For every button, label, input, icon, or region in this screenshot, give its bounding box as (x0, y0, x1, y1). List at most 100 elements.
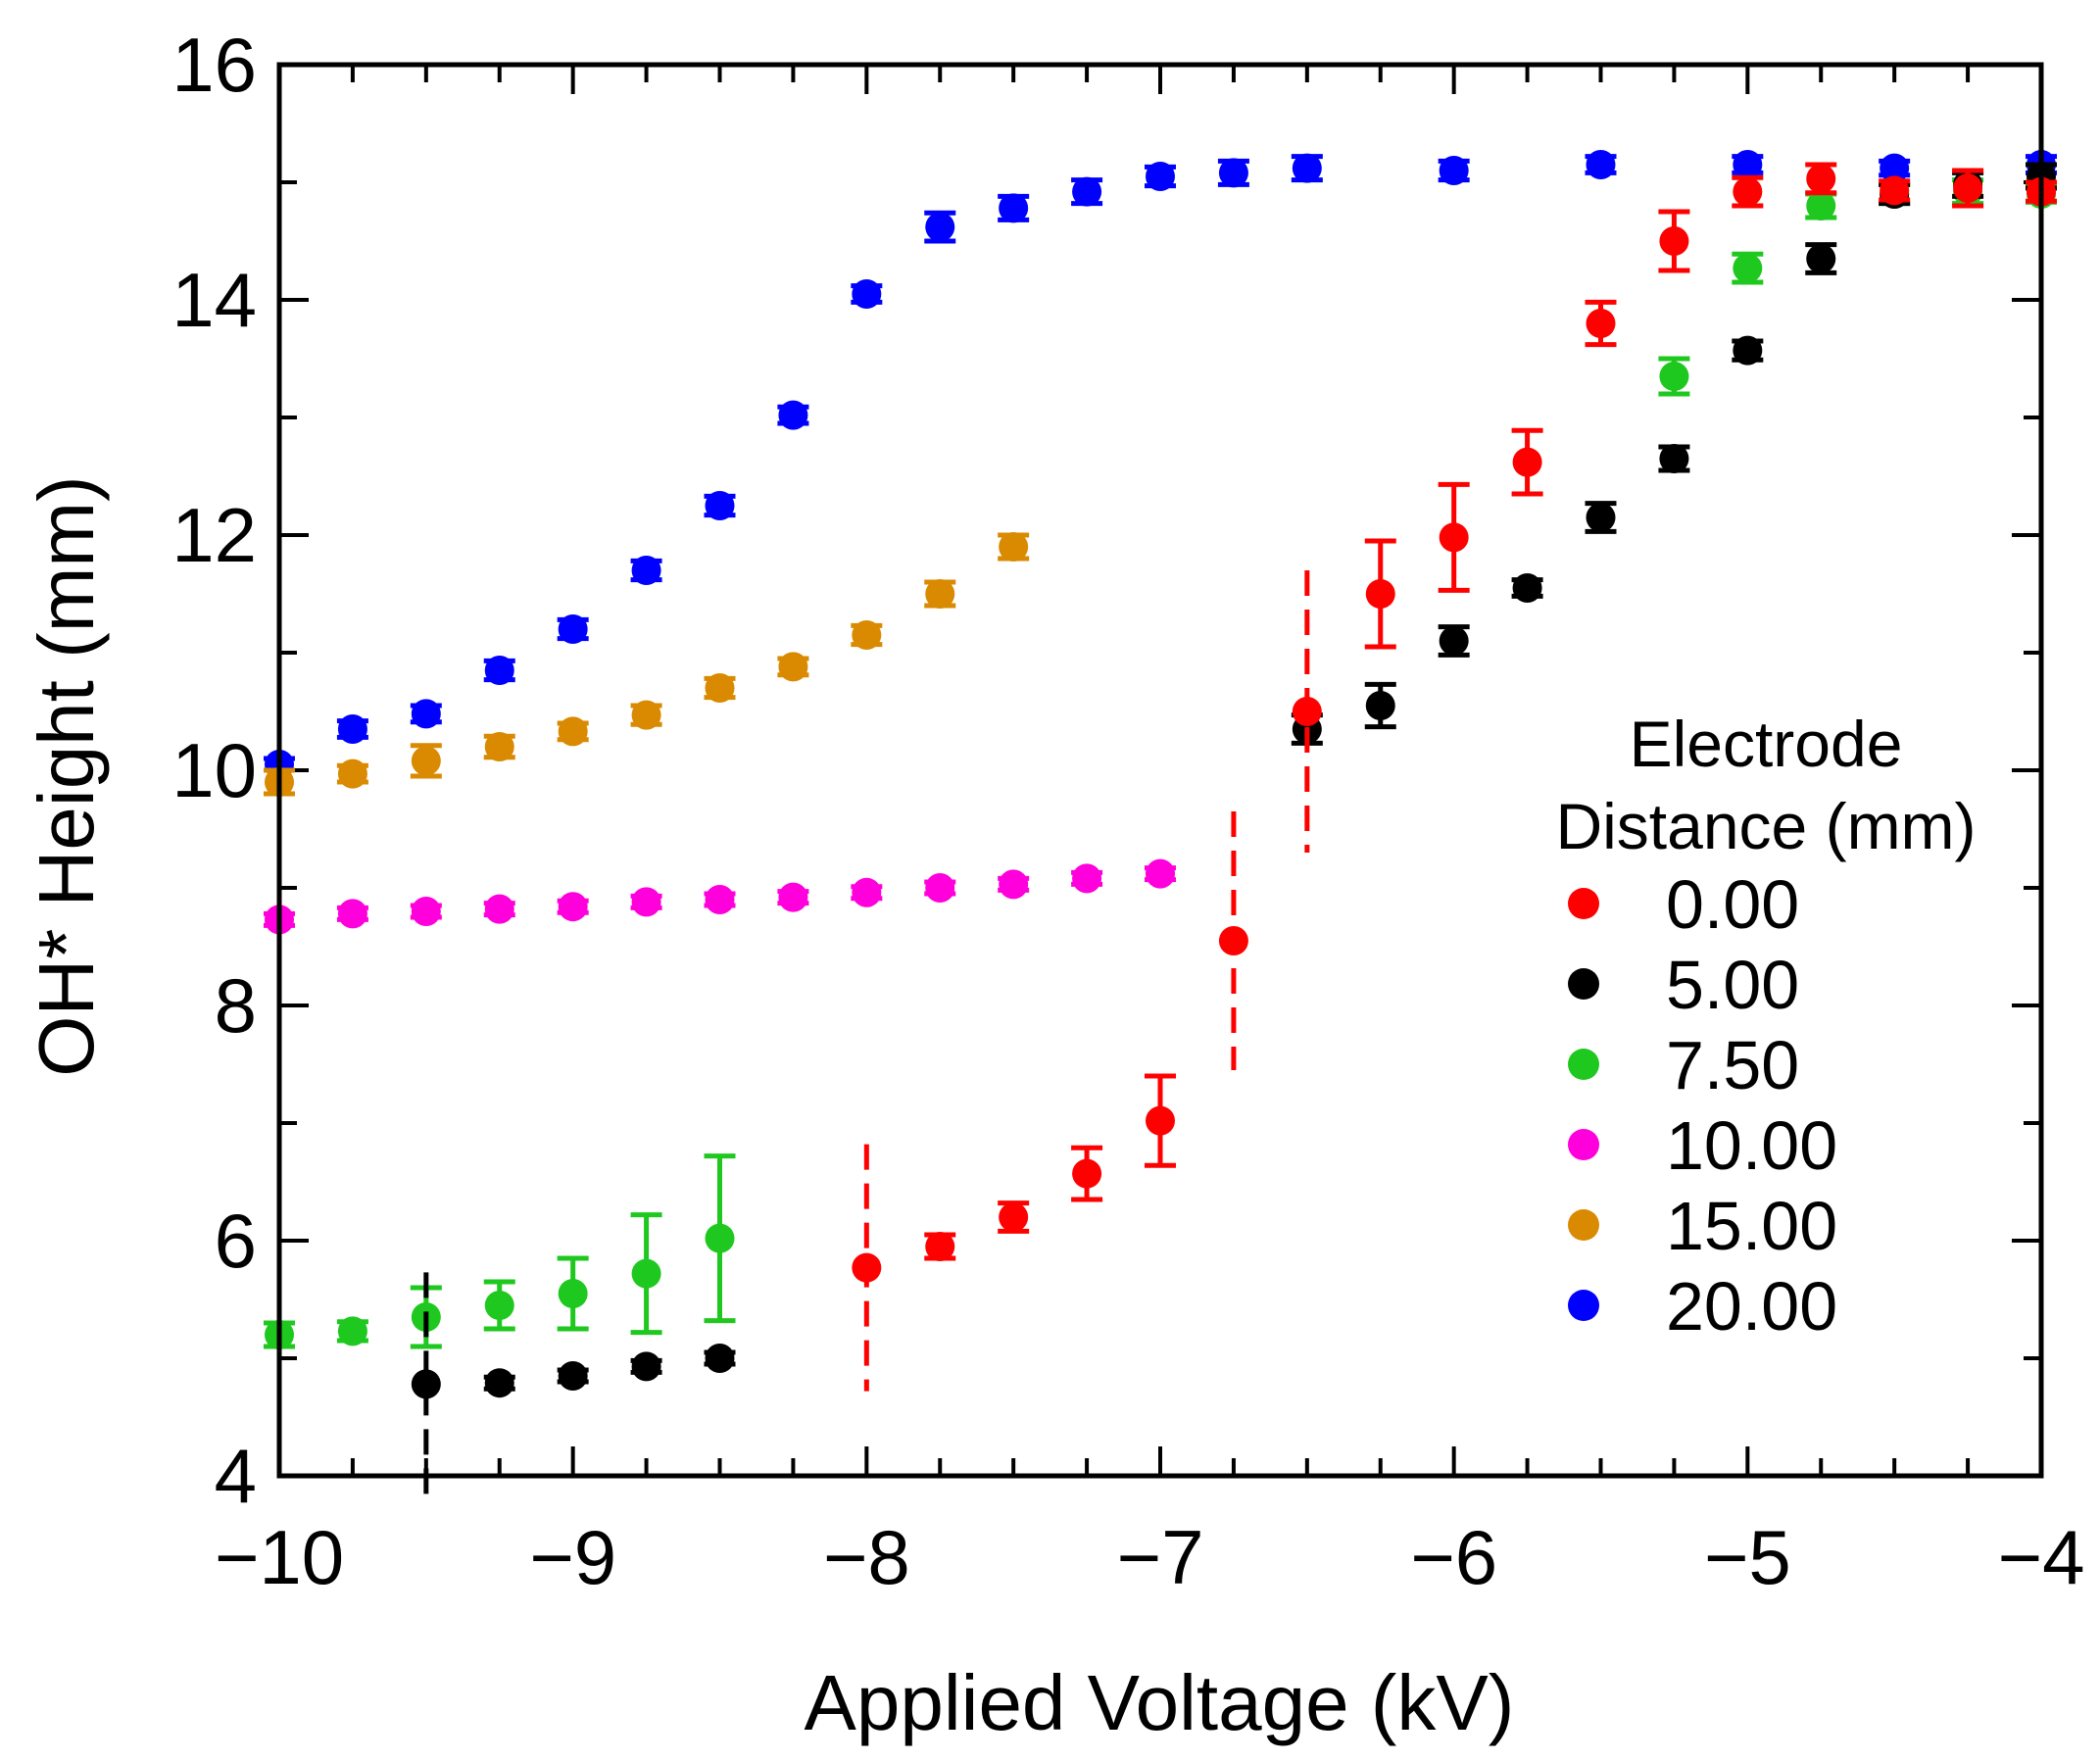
x-tick-label: −5 (1704, 1514, 1791, 1600)
data-point (631, 556, 661, 585)
series-0.00 (852, 162, 2057, 1392)
data-point (337, 759, 367, 789)
legend-label: 7.50 (1666, 1027, 1799, 1103)
x-tick-label: −8 (823, 1514, 910, 1600)
data-point (1733, 176, 1763, 207)
data-point (484, 894, 514, 924)
data-point (484, 1291, 514, 1320)
x-tick-label: −6 (1410, 1514, 1497, 1600)
data-point (411, 897, 441, 926)
data-point (999, 869, 1029, 900)
data-point (925, 212, 955, 242)
legend-item: 7.50 (1568, 1027, 1799, 1103)
data-point (1146, 162, 1175, 191)
data-point (484, 656, 514, 685)
data-point (558, 892, 588, 922)
data-point (852, 1252, 882, 1283)
x-tick-label: −4 (1998, 1514, 2085, 1600)
data-point (925, 873, 955, 903)
data-point (1512, 573, 1542, 603)
data-point (631, 700, 661, 730)
legend-label: 20.00 (1666, 1268, 1837, 1345)
legend-marker (1568, 968, 1599, 1000)
y-tick-label: 4 (215, 1433, 257, 1519)
legend-marker (1568, 888, 1599, 919)
data-point (1880, 175, 1910, 206)
data-point (1733, 150, 1763, 179)
data-point (1953, 173, 1983, 203)
data-point (778, 400, 808, 430)
y-tick-label: 6 (215, 1198, 257, 1284)
data-point (1439, 156, 1469, 185)
data-point (1659, 226, 1689, 256)
data-point (1586, 150, 1616, 179)
data-point (1146, 858, 1175, 889)
data-point (631, 1351, 661, 1382)
y-tick-label: 14 (171, 257, 257, 343)
data-point (1880, 153, 1910, 183)
data-point (484, 1368, 514, 1398)
data-point (852, 877, 882, 907)
data-point (337, 1316, 367, 1346)
data-point (631, 1258, 661, 1289)
legend-marker (1568, 1290, 1599, 1321)
y-axis-label: OH* Height (mm) (23, 475, 110, 1076)
legend-item: 5.00 (1568, 947, 1799, 1023)
data-point (337, 714, 367, 744)
data-point (337, 899, 367, 929)
x-axis-label: Applied Voltage (kV) (805, 1659, 1515, 1746)
data-point (1072, 863, 1102, 894)
data-point (705, 491, 735, 520)
data-point (1292, 697, 1322, 726)
data-point (1218, 926, 1248, 955)
data-point (1806, 244, 1836, 273)
y-tick-label: 12 (171, 492, 257, 578)
data-point (852, 279, 882, 309)
series-15.00 (264, 532, 1030, 797)
data-point (1439, 626, 1469, 656)
data-point (778, 882, 808, 912)
data-point (778, 652, 808, 682)
legend-item: 20.00 (1568, 1268, 1837, 1345)
legend-marker (1568, 1209, 1599, 1241)
data-point (999, 1202, 1029, 1232)
data-point (705, 885, 735, 914)
data-point (558, 716, 588, 747)
data-points (264, 150, 2057, 1496)
x-tick-label: −9 (529, 1514, 616, 1600)
data-point (1439, 522, 1469, 553)
tick-labels: −10 −9 −8 −7 −6 −5 −4 4 6 8 10 12 14 16 (171, 22, 2084, 1600)
data-point (705, 1344, 735, 1373)
legend: Electrode Distance (mm) 0.005.007.5010.0… (1555, 708, 1976, 1345)
data-point (852, 620, 882, 650)
legend-title-line-1: Electrode (1630, 708, 1903, 780)
data-point (1659, 444, 1689, 473)
legend-item: 0.00 (1568, 866, 1799, 943)
legend-marker (1568, 1129, 1599, 1160)
data-point (925, 1232, 955, 1261)
data-point (1072, 1158, 1102, 1189)
data-point (558, 1279, 588, 1308)
data-point (999, 532, 1029, 562)
legend-label: 0.00 (1666, 866, 1799, 943)
series-10.00 (264, 858, 1176, 935)
data-point (1292, 153, 1322, 183)
x-tick-label: −10 (215, 1514, 344, 1600)
y-tick-label: 8 (215, 962, 257, 1049)
data-point (1806, 164, 1836, 194)
x-tick-label: −7 (1117, 1514, 1204, 1600)
legend-item: 15.00 (1568, 1188, 1837, 1264)
data-point (925, 579, 955, 609)
legend-title-line-2: Distance (mm) (1555, 790, 1976, 862)
data-point (411, 746, 441, 776)
data-point (1146, 1105, 1175, 1136)
data-point (484, 732, 514, 761)
data-point (999, 193, 1029, 223)
data-point (1586, 503, 1616, 532)
data-point (1806, 191, 1836, 220)
y-tick-label: 10 (171, 727, 257, 813)
data-point (411, 1369, 441, 1399)
data-point (705, 673, 735, 703)
data-point (1072, 176, 1102, 207)
